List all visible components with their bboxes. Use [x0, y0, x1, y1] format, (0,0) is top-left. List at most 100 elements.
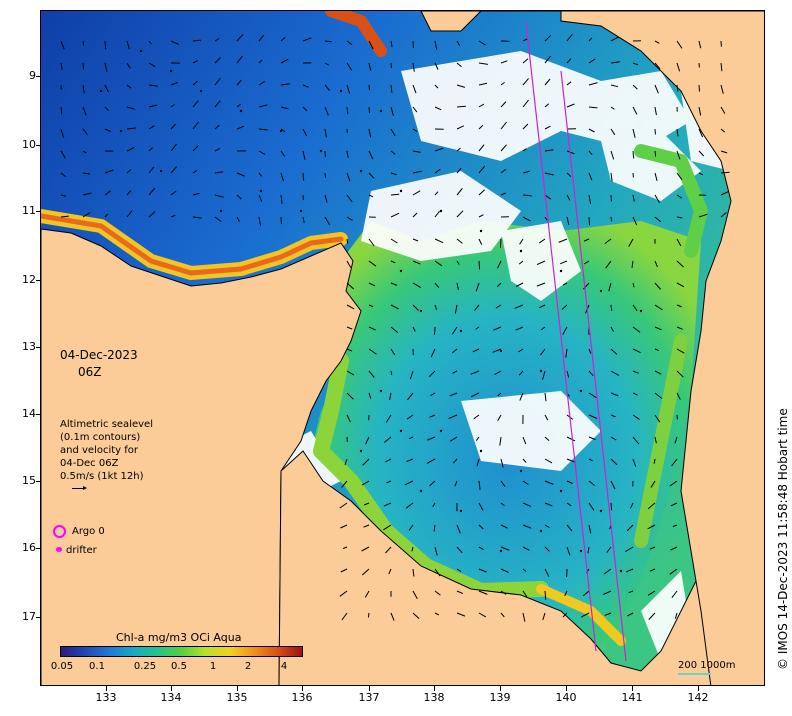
velocity-arrow — [676, 172, 683, 180]
velocity-arrow — [630, 502, 634, 509]
velocity-arrow — [280, 106, 289, 110]
y-tick-mark — [36, 347, 41, 348]
colorbar-tick-label: 0.25 — [133, 661, 157, 672]
velocity-arrow — [456, 147, 461, 152]
velocity-arrow — [344, 458, 348, 466]
velocity-arrow — [434, 40, 438, 50]
velocity-arrow — [562, 326, 568, 335]
x-tick-label: 136 — [291, 691, 313, 704]
velocity-arrow — [368, 348, 377, 355]
velocity-arrow — [126, 127, 136, 130]
velocity-arrow — [610, 348, 618, 355]
velocity-arrow — [368, 392, 372, 399]
velocity-arrow — [456, 40, 461, 46]
velocity-arrow — [610, 172, 613, 182]
velocity-arrow — [478, 480, 481, 490]
x-tick-label: 133 — [95, 691, 117, 704]
x-tick-mark — [302, 686, 303, 691]
velocity-arrow — [385, 414, 392, 423]
velocity-arrow — [497, 260, 502, 269]
velocity-arrow — [386, 480, 392, 484]
velocity-arrow — [632, 194, 635, 202]
velocity-arrow — [610, 216, 613, 222]
velocity-arrow — [566, 172, 572, 177]
velocity-arrow — [456, 282, 459, 291]
x-tick-mark — [171, 686, 172, 691]
velocity-arrow — [170, 190, 177, 196]
velocity-arrow — [368, 238, 375, 247]
velocity-arrow — [720, 190, 730, 196]
velocity-arrow — [544, 436, 550, 441]
velocity-arrow — [473, 414, 480, 420]
velocity-arrow — [324, 106, 329, 116]
velocity-arrow — [385, 458, 392, 463]
velocity-arrow — [406, 458, 414, 462]
velocity-arrow — [470, 392, 480, 398]
velocity-arrow — [324, 40, 332, 43]
velocity-arrow — [500, 121, 507, 130]
velocity-arrow — [456, 187, 463, 196]
velocity-arrow — [214, 100, 221, 108]
velocity-arrow — [390, 212, 400, 218]
y-tick-label: 12 — [22, 273, 36, 286]
velocity-arrow — [456, 612, 466, 617]
velocity-arrow — [429, 414, 436, 418]
velocity-arrow — [412, 304, 419, 311]
y-tick-label: 13 — [22, 340, 36, 353]
velocity-arrow — [720, 128, 726, 133]
velocity-arrow — [390, 282, 398, 286]
velocity-arrow — [676, 62, 681, 72]
velocity-arrow — [148, 104, 158, 108]
velocity-arrow — [214, 124, 220, 130]
velocity-arrow — [478, 590, 488, 595]
velocity-arrow — [302, 150, 306, 160]
velocity-arrow — [500, 60, 508, 64]
velocity-arrow — [698, 172, 704, 176]
velocity-arrow — [341, 480, 348, 488]
velocity-arrow — [653, 458, 656, 464]
drifter-label: drifter — [66, 545, 97, 556]
velocity-arrow — [588, 172, 593, 181]
velocity-arrow — [478, 82, 488, 86]
x-tick-mark — [632, 686, 633, 691]
velocity-arrow — [539, 238, 546, 244]
velocity-arrow — [566, 194, 571, 201]
velocity-arrow — [544, 590, 547, 600]
velocity-arrow — [649, 568, 656, 572]
velocity-arrow — [214, 194, 224, 198]
velocity-arrow — [341, 612, 348, 621]
velocity-arrow — [368, 62, 372, 71]
velocity-arrow — [192, 60, 199, 64]
velocity-arrow — [361, 546, 370, 552]
velocity-arrow — [604, 238, 612, 244]
velocity-arrow — [610, 326, 615, 332]
velocity-arrow — [478, 40, 486, 46]
velocity-arrow — [126, 84, 132, 89]
velocity-arrow — [566, 58, 572, 64]
velocity-arrow — [408, 524, 414, 531]
velocity-arrow — [610, 502, 613, 511]
velocity-arrow — [390, 348, 396, 356]
velocity-arrow — [426, 458, 436, 464]
velocity-arrow — [451, 348, 458, 354]
velocity-arrow — [82, 192, 92, 196]
velocity-arrow — [280, 83, 290, 86]
velocity-arrow — [632, 282, 635, 288]
velocity-arrow — [148, 62, 156, 68]
velocity-arrow — [258, 172, 263, 177]
velocity-arrow — [676, 128, 679, 137]
velocity-arrow — [104, 169, 114, 174]
velocity-arrow — [649, 546, 656, 550]
colorbar-tick-label: 4 — [280, 661, 288, 672]
velocity-arrow — [449, 436, 458, 442]
velocity-arrow — [258, 194, 263, 202]
velocity-arrow — [258, 104, 268, 108]
x-tick-label: 134 — [160, 691, 182, 704]
velocity-arrow — [324, 194, 328, 203]
velocity-arrow — [456, 260, 460, 265]
velocity-arrow — [412, 128, 418, 132]
velocity-arrow — [625, 568, 634, 573]
velocity-arrow — [588, 370, 594, 377]
velocity-arrow — [214, 57, 221, 64]
velocity-arrow — [104, 84, 109, 93]
